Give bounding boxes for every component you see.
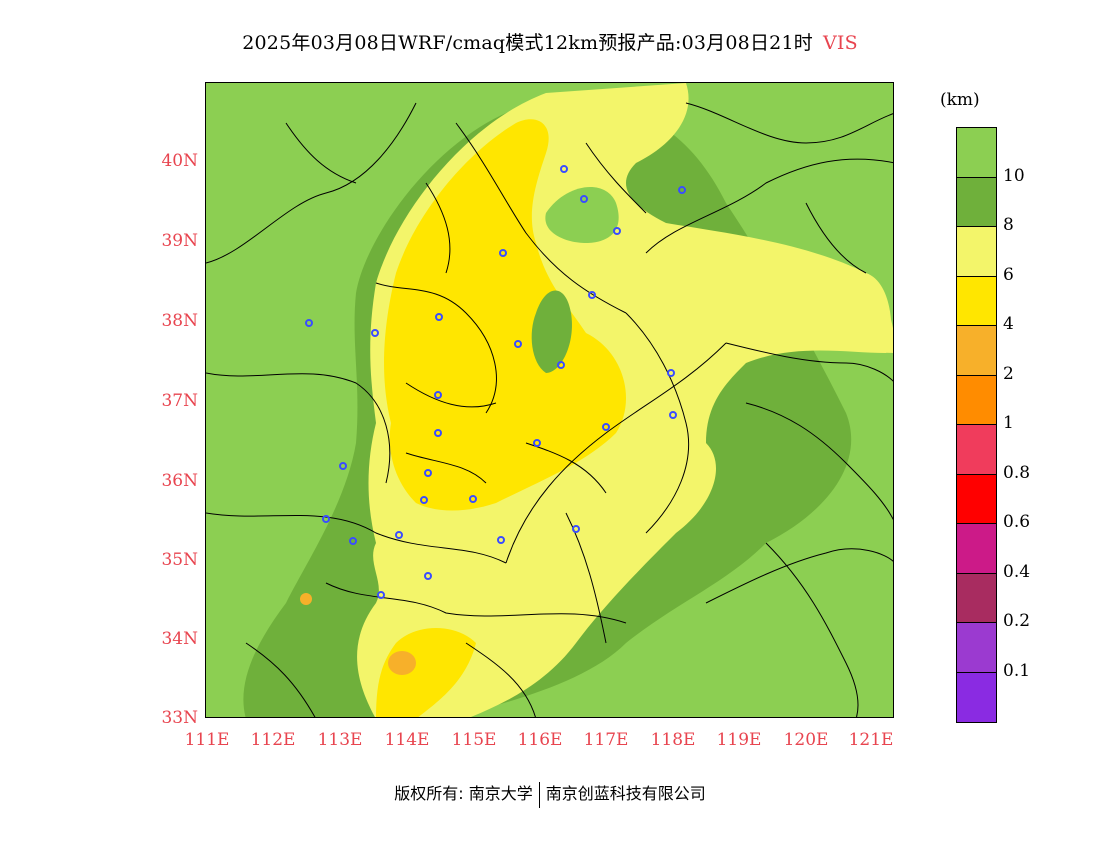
legend-swatch — [957, 672, 996, 722]
station-marker — [560, 165, 568, 173]
legend-label: 0.2 — [1003, 611, 1031, 631]
lon-label-111e: 111E — [184, 730, 230, 750]
legend-swatch — [957, 128, 996, 178]
legend-label: 1 — [1003, 413, 1014, 433]
lat-label-34n: 34N — [161, 629, 198, 649]
station-marker — [533, 439, 541, 447]
station-marker — [424, 469, 432, 477]
company-text: 南京创蓝科技有限公司 — [545, 784, 706, 803]
legend-label: 0.8 — [1003, 462, 1031, 483]
station-marker — [678, 186, 686, 194]
legend-swatch — [957, 524, 996, 574]
station-marker — [557, 361, 565, 369]
legend-swatch — [957, 573, 996, 623]
legend-swatch — [957, 227, 996, 277]
legend-label: 10 — [1003, 165, 1025, 186]
zone-4-6 — [384, 119, 626, 511]
title-variable: VIS — [822, 32, 858, 54]
zone-gt10-hole-b — [531, 290, 572, 373]
station-marker — [377, 591, 385, 599]
lat-label-38n: 38N — [161, 311, 198, 331]
legend-swatch — [957, 276, 996, 326]
station-marker — [602, 423, 610, 431]
zone-4-6-south — [376, 628, 476, 717]
station-marker — [580, 195, 588, 203]
lat-label-40n: 40N — [161, 151, 198, 171]
station-marker — [434, 429, 442, 437]
station-marker — [514, 340, 522, 348]
lat-label-39n: 39N — [161, 231, 198, 251]
lat-label-37n: 37N — [161, 391, 198, 411]
legend-swatch — [957, 375, 996, 425]
station-marker — [339, 462, 347, 470]
zone-6-8-ne — [638, 239, 893, 353]
visibility-map — [206, 83, 893, 717]
lat-label-33n: 33N — [161, 708, 198, 728]
station-marker — [371, 329, 379, 337]
admin-boundaries — [206, 102, 893, 717]
legend-unit: (km) — [940, 90, 980, 110]
lon-label-112e: 112E — [250, 730, 296, 750]
lon-label-113e: 113E — [317, 730, 363, 750]
lon-label-117e: 117E — [583, 730, 629, 750]
zone-gt10-hole-a — [545, 186, 619, 243]
station-marker — [420, 496, 428, 504]
lon-label-120e: 120E — [783, 730, 829, 750]
title-main: 2025年03月08日WRF/cmaq模式12km预报产品:03月08日21时 — [242, 32, 813, 54]
legend-swatch — [957, 425, 996, 475]
station-marker — [322, 515, 330, 523]
stations — [305, 165, 686, 599]
legend-label: 0.4 — [1003, 561, 1031, 582]
legend-swatch — [957, 326, 996, 376]
station-marker — [572, 525, 580, 533]
legend-label: 8 — [1003, 215, 1014, 235]
station-marker — [424, 572, 432, 580]
station-marker — [395, 531, 403, 539]
color-legend — [956, 127, 997, 723]
chart-title: 2025年03月08日WRF/cmaq模式12km预报产品:03月08日21时 V… — [0, 28, 1100, 55]
legend-label: 0.1 — [1003, 660, 1031, 681]
station-marker — [435, 313, 443, 321]
zone-2-4-b — [300, 593, 312, 605]
footer: 版权所有: 南京大学 南京创蓝科技有限公司 — [0, 780, 1100, 808]
station-marker — [588, 291, 596, 299]
lon-label-114e: 114E — [384, 730, 430, 750]
legend-swatch — [957, 623, 996, 673]
lon-label-121e: 121E — [848, 730, 894, 750]
zone-2-4-a — [388, 651, 416, 675]
lon-label-118e: 118E — [650, 730, 696, 750]
legend-label: 4 — [1003, 314, 1014, 334]
lon-label-115e: 115E — [451, 730, 497, 750]
copyright-text: 版权所有: 南京大学 — [394, 784, 533, 803]
legend-label: 6 — [1003, 264, 1014, 285]
lon-label-119e: 119E — [716, 730, 762, 750]
station-marker — [669, 411, 677, 419]
lat-label-36n: 36N — [161, 471, 198, 491]
legend-swatch — [957, 177, 996, 227]
legend-label: 2 — [1003, 363, 1014, 384]
station-marker — [305, 319, 313, 327]
lat-label-35n: 35N — [161, 550, 198, 570]
station-marker — [499, 249, 507, 257]
station-marker — [497, 536, 505, 544]
station-marker — [349, 537, 357, 545]
legend-label: 0.6 — [1003, 512, 1031, 532]
station-marker — [469, 495, 477, 503]
footer-separator — [538, 781, 540, 808]
station-marker — [613, 227, 621, 235]
station-marker — [667, 369, 675, 377]
lon-label-116e: 116E — [517, 730, 563, 750]
station-marker — [434, 391, 442, 399]
map-panel[interactable] — [205, 82, 894, 718]
legend-swatch — [957, 474, 996, 524]
